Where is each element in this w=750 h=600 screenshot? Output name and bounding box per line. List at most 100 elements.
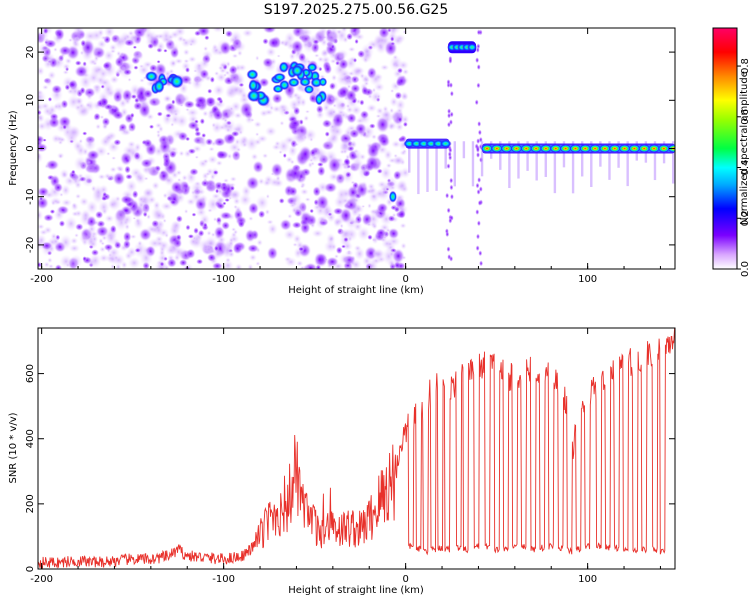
noise-speck — [38, 109, 42, 116]
noise-speck — [100, 97, 109, 107]
noise-speck — [320, 218, 329, 224]
noise-speck — [389, 36, 395, 42]
carrier-peak — [608, 144, 621, 153]
carrier-peak — [490, 144, 503, 153]
noise-speck — [279, 218, 292, 231]
spectrogram-ytick-label: -10 — [25, 189, 36, 205]
noise-speck — [339, 228, 353, 239]
noise-speck — [366, 222, 372, 227]
noise-speck — [116, 50, 122, 57]
noise-speck — [262, 57, 274, 68]
noise-speck — [348, 140, 357, 149]
carrier-peak — [530, 144, 543, 153]
snr-xtick-label: 0 — [402, 574, 408, 585]
noise-speck — [83, 135, 97, 152]
noise-speck — [129, 234, 137, 240]
streak-speck — [448, 217, 453, 224]
noise-speck — [45, 159, 60, 171]
noise-speck — [345, 105, 354, 114]
noise-speck — [64, 216, 78, 232]
noise-speck — [313, 53, 320, 58]
noise-speck — [395, 122, 404, 132]
noise-speck — [71, 37, 79, 47]
noise-speck — [59, 168, 70, 180]
noise-speck — [291, 221, 302, 229]
noise-speck — [201, 132, 207, 138]
noise-speck — [98, 67, 109, 80]
noise-speck — [401, 68, 410, 76]
noise-speck — [186, 80, 193, 86]
snr-ytick-label: 400 — [25, 429, 36, 448]
noise-speck — [60, 184, 71, 197]
noise-speck — [345, 171, 352, 178]
noise-speck — [350, 104, 362, 116]
noise-speck — [71, 176, 81, 186]
noise-speck — [193, 227, 199, 235]
noise-speck — [153, 145, 165, 157]
noise-speck — [348, 149, 358, 162]
noise-speck — [378, 28, 390, 39]
streak-speck — [476, 64, 481, 71]
noise-speck — [38, 66, 45, 76]
noise-speck — [262, 153, 269, 159]
noise-speck — [357, 49, 366, 59]
noise-speck — [116, 166, 125, 173]
noise-speck — [306, 59, 312, 64]
noise-speck — [232, 154, 241, 161]
noise-speck — [143, 89, 153, 99]
noise-speck — [168, 150, 177, 159]
streak-speck — [475, 57, 480, 64]
carrier-peak — [579, 144, 592, 153]
noise-speck — [86, 92, 93, 101]
noise-speck — [51, 84, 63, 95]
noise-speck — [270, 172, 275, 176]
noise-speck — [187, 120, 200, 131]
noise-speck — [230, 130, 240, 138]
noise-speck — [257, 210, 266, 219]
noise-speck — [219, 183, 229, 193]
noise-speck — [58, 220, 66, 228]
noise-speck — [183, 208, 189, 214]
noise-speck — [59, 254, 73, 269]
noise-speck — [212, 109, 224, 121]
noise-speck — [134, 171, 147, 185]
noise-speck — [137, 195, 145, 203]
noise-speck — [299, 181, 306, 188]
noise-speck — [53, 208, 65, 221]
noise-speck — [189, 167, 199, 176]
noise-speck — [82, 131, 88, 136]
noise-speck — [294, 129, 307, 145]
colorbar-tick-label: 0.8 — [740, 58, 750, 74]
noise-speck — [201, 171, 209, 181]
noise-speck — [389, 54, 403, 72]
noise-speck — [171, 99, 176, 105]
noise-speck — [173, 112, 179, 117]
carrier-peak — [559, 144, 572, 153]
carrier-spike — [544, 141, 547, 177]
noise-speck — [289, 165, 302, 182]
noise-speck — [168, 58, 178, 69]
noise-speck — [203, 74, 213, 82]
noise-speck — [336, 49, 349, 60]
noise-speck — [231, 227, 237, 232]
noise-speck — [369, 90, 382, 104]
noise-speck — [113, 138, 122, 146]
noise-speck — [81, 172, 95, 188]
streak-speck — [446, 163, 451, 170]
noise-speck — [329, 96, 335, 101]
noise-speck — [228, 250, 235, 258]
noise-speck — [133, 151, 141, 161]
noise-speck — [207, 208, 213, 213]
noise-speck — [371, 223, 378, 230]
noise-speck — [391, 140, 401, 149]
noise-speck — [216, 96, 223, 102]
noise-speck — [338, 58, 349, 70]
noise-speck — [326, 35, 337, 46]
noise-speck — [43, 213, 54, 222]
noise-speck — [344, 77, 355, 86]
noise-speck — [300, 188, 309, 196]
isolated-blob — [388, 190, 397, 203]
noise-speck — [367, 203, 372, 209]
noise-speck — [226, 153, 233, 160]
carrier-spike — [462, 141, 466, 159]
